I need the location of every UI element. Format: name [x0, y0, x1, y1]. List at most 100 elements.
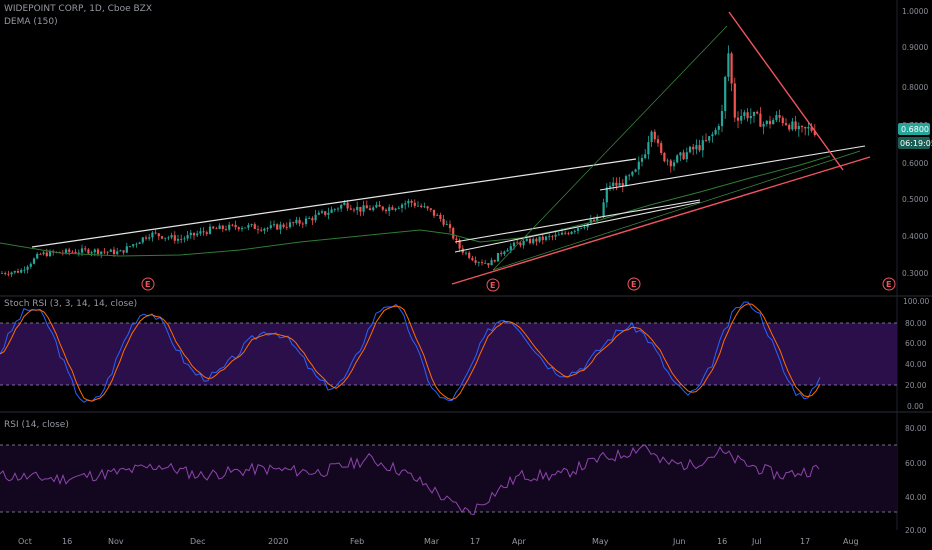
candle-body[interactable] — [148, 237, 151, 239]
candle-body[interactable] — [631, 171, 634, 176]
candle-body[interactable] — [765, 120, 768, 124]
candle-body[interactable] — [509, 246, 512, 251]
candle-body[interactable] — [372, 207, 375, 211]
candle-body[interactable] — [474, 260, 477, 263]
candle-body[interactable] — [749, 115, 752, 119]
candle-body[interactable] — [525, 238, 528, 241]
candle-body[interactable] — [269, 225, 272, 228]
candle-body[interactable] — [221, 225, 224, 230]
candle-body[interactable] — [263, 228, 266, 231]
candle-body[interactable] — [564, 232, 567, 234]
candle-body[interactable] — [554, 234, 557, 237]
candle-body[interactable] — [471, 257, 474, 261]
candle-body[interactable] — [160, 236, 164, 239]
candle-body[interactable] — [112, 249, 116, 255]
candle-body[interactable] — [356, 206, 359, 211]
candle-body[interactable] — [743, 112, 746, 116]
candle-body[interactable] — [413, 202, 416, 206]
candle-body[interactable] — [7, 273, 10, 275]
stoch-k-line[interactable] — [0, 301, 821, 403]
candle-body[interactable] — [4, 272, 7, 274]
candle-body[interactable] — [397, 207, 400, 209]
candle-body[interactable] — [519, 243, 522, 246]
candle-body[interactable] — [669, 160, 672, 167]
candle-body[interactable] — [605, 187, 608, 203]
candle-body[interactable] — [557, 234, 560, 236]
candle-body[interactable] — [240, 227, 244, 230]
candle-body[interactable] — [42, 252, 45, 255]
rsi-line[interactable] — [0, 444, 820, 516]
candle-body[interactable] — [612, 182, 615, 187]
candle-body[interactable] — [637, 161, 640, 170]
support-white-trendline[interactable] — [599, 145, 866, 191]
stoch-axis[interactable]: 100.00 80.00 60.00 40.00 20.00 0.00 — [903, 297, 929, 411]
candle-body[interactable] — [0, 272, 4, 274]
candle-body[interactable] — [189, 232, 192, 236]
earnings-marker[interactable] — [882, 277, 896, 291]
candle-body[interactable] — [400, 204, 404, 208]
candle-body[interactable] — [180, 238, 183, 240]
candle-body[interactable] — [103, 251, 106, 253]
candle-body[interactable] — [80, 248, 84, 253]
candle-body[interactable] — [711, 134, 714, 137]
candle-body[interactable] — [583, 227, 586, 229]
candle-body[interactable] — [544, 236, 548, 240]
candle-body[interactable] — [20, 269, 23, 273]
candle-body[interactable] — [452, 228, 455, 239]
candle-body[interactable] — [77, 252, 80, 254]
candle-body[interactable] — [532, 238, 535, 244]
candle-body[interactable] — [704, 140, 708, 142]
candle-body[interactable] — [804, 127, 807, 129]
candle-body[interactable] — [810, 127, 813, 131]
candle-body[interactable] — [724, 76, 727, 112]
candle-body[interactable] — [813, 130, 816, 136]
candle-body[interactable] — [580, 227, 583, 229]
candle-body[interactable] — [528, 238, 532, 244]
candle-body[interactable] — [247, 225, 250, 228]
candle-body[interactable] — [423, 206, 426, 208]
candle-body[interactable] — [106, 251, 109, 253]
candle-body[interactable] — [516, 242, 519, 244]
candle-body[interactable] — [672, 162, 676, 167]
candle-body[interactable] — [288, 222, 292, 228]
candle-body[interactable] — [644, 154, 647, 159]
candle-body[interactable] — [13, 270, 16, 273]
candle-body[interactable] — [192, 232, 196, 236]
candle-body[interactable] — [548, 236, 551, 238]
candle-body[interactable] — [71, 251, 74, 253]
candle-body[interactable] — [170, 235, 173, 238]
candle-body[interactable] — [730, 53, 733, 84]
indicator-legend[interactable]: DEMA (150) — [4, 17, 58, 27]
candle-body[interactable] — [320, 211, 324, 213]
candle-body[interactable] — [756, 111, 759, 114]
candle-body[interactable] — [132, 244, 135, 247]
candle-body[interactable] — [647, 142, 650, 155]
candle-body[interactable] — [759, 113, 762, 127]
candle-body[interactable] — [429, 208, 432, 210]
candle-body[interactable] — [500, 252, 503, 255]
candle-body[interactable] — [695, 145, 698, 150]
candle-body[interactable] — [596, 216, 599, 221]
candle-body[interactable] — [653, 131, 656, 140]
candle-body[interactable] — [215, 228, 218, 230]
candle-body[interactable] — [384, 209, 388, 211]
candle-body[interactable] — [570, 231, 573, 234]
time-axis[interactable]: Oct 16 Nov Dec 2020 Feb Mar 17 Apr May J… — [18, 537, 859, 546]
candle-body[interactable] — [141, 237, 144, 243]
candle-body[interactable] — [64, 249, 68, 253]
candle-body[interactable] — [784, 123, 788, 125]
candle-body[interactable] — [208, 226, 212, 234]
candle-body[interactable] — [640, 158, 644, 162]
pitchfork-lower-line[interactable] — [492, 150, 861, 271]
candle-body[interactable] — [778, 115, 781, 118]
candle-body[interactable] — [512, 242, 516, 247]
candle-body[interactable] — [426, 206, 429, 209]
candle-body[interactable] — [186, 235, 189, 239]
candle-body[interactable] — [122, 250, 125, 253]
candle-body[interactable] — [125, 246, 128, 253]
candle-body[interactable] — [154, 232, 157, 234]
candle-body[interactable] — [218, 225, 221, 229]
pitchfork-upper-line[interactable] — [492, 25, 728, 271]
candle-body[interactable] — [800, 126, 804, 128]
candle-body[interactable] — [762, 123, 765, 127]
